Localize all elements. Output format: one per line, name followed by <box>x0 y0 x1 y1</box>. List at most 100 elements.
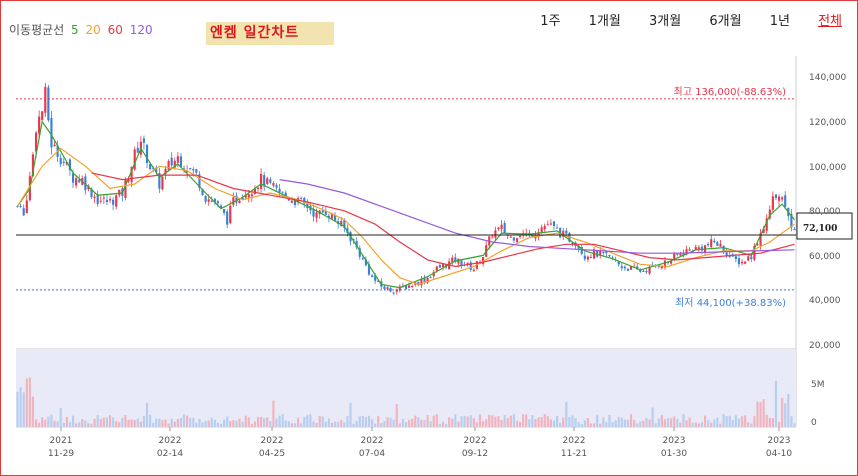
period-3m-button[interactable]: 3개월 <box>649 14 682 29</box>
volume-bar <box>28 377 31 427</box>
volume-bar <box>787 394 790 427</box>
volume-tick-label: 0 <box>811 418 817 428</box>
volume-bar <box>528 419 531 427</box>
volume-bar <box>694 422 697 427</box>
candle-body <box>41 111 44 120</box>
candle-body <box>663 260 667 268</box>
volume-bar <box>395 404 398 427</box>
volume-bar <box>623 419 626 427</box>
volume-bar <box>161 420 164 427</box>
x-tick-date: 04-10 <box>766 449 792 459</box>
candle-body <box>781 197 784 200</box>
volume-bar <box>158 418 161 427</box>
volume-bar <box>68 422 72 427</box>
volume-bar <box>358 416 361 427</box>
volume-bar <box>115 420 118 427</box>
candle-body <box>389 288 392 292</box>
volume-bar <box>275 418 278 427</box>
volume-bar <box>99 419 102 427</box>
moving-averages <box>16 120 795 289</box>
volume-bar <box>152 422 155 427</box>
volume-bar <box>401 418 404 427</box>
period-1y-button[interactable]: 1년 <box>769 14 790 29</box>
volume-bar <box>423 420 426 427</box>
volume-bar <box>25 378 28 427</box>
candle-body <box>216 201 220 204</box>
candle-body <box>697 247 700 249</box>
volume-bar <box>293 423 297 427</box>
candle-body <box>198 174 201 189</box>
current-price-label: 72,100 <box>803 224 837 234</box>
candle-body <box>195 169 198 173</box>
candle-body <box>620 266 623 269</box>
x-tick-year: 2023 <box>663 436 686 446</box>
volume-bar <box>318 415 321 427</box>
period-1m-button[interactable]: 1개월 <box>588 14 621 29</box>
candle-body <box>713 240 716 243</box>
candle-body <box>765 218 768 231</box>
candle-body <box>744 261 747 264</box>
candle-body <box>99 200 102 202</box>
volume-bar <box>580 423 583 427</box>
volume-bar <box>284 420 287 427</box>
volume-bar <box>531 415 534 427</box>
volume-bar <box>84 420 87 427</box>
volume-bar <box>324 421 327 427</box>
volume-bar <box>432 415 435 427</box>
candle-body <box>96 194 99 204</box>
volume-bar <box>139 421 142 427</box>
volume-bar <box>87 423 90 427</box>
period-6m-button[interactable]: 6개월 <box>709 14 742 29</box>
volume-bar <box>414 415 417 427</box>
ma-20-line <box>16 147 795 286</box>
candle-body <box>602 251 605 253</box>
volume-bar <box>707 420 710 427</box>
candle-body <box>629 266 633 270</box>
candle-body <box>364 259 367 266</box>
volume-bar <box>441 421 445 427</box>
volume-bar <box>364 416 367 427</box>
candle-body <box>22 208 25 216</box>
candle-body <box>84 176 87 191</box>
volume-bar <box>753 416 756 427</box>
volume-bar <box>617 416 620 427</box>
volume-bar <box>549 419 552 427</box>
volume-bar <box>790 416 793 427</box>
candle-body <box>250 194 253 197</box>
candle-body <box>367 264 371 275</box>
candle-body <box>105 199 109 202</box>
candle-body <box>260 173 263 189</box>
period-1w-button[interactable]: 1주 <box>540 14 561 29</box>
volume-bar <box>651 407 654 427</box>
volume-bar <box>56 421 59 427</box>
volume-bar <box>16 391 19 427</box>
candle-body <box>515 238 519 243</box>
volume-bar <box>377 416 380 427</box>
volume-bar <box>198 418 201 427</box>
volume-bar <box>445 423 448 427</box>
volume-bar <box>645 417 648 427</box>
price-levels: 최고 136,000(-88.63%) 최저 44,100(+38.83%) 72,… <box>16 86 853 309</box>
volume-bar <box>204 420 207 427</box>
ma-legend-label: 이동평균선 <box>9 23 65 37</box>
candle-body <box>133 149 136 170</box>
candle-body <box>719 244 722 247</box>
volume-bar <box>361 416 364 427</box>
volume-bar <box>534 419 537 427</box>
volume-bar <box>306 414 309 427</box>
candle-body <box>725 252 728 257</box>
candle-body <box>213 198 216 203</box>
candle-body <box>90 188 93 198</box>
candle-body <box>636 266 639 270</box>
candle-body <box>404 285 408 290</box>
candle-body <box>710 239 713 248</box>
candle-body <box>204 195 207 202</box>
candle-body <box>460 260 463 266</box>
axes: 140,000 120,000 100,000 80,000 60,000 40,000 2… <box>48 73 847 459</box>
candle-body <box>740 261 744 264</box>
candle-body <box>235 195 238 203</box>
candle-body <box>266 178 269 185</box>
period-all-button[interactable]: 전체 <box>818 14 842 29</box>
candle-body <box>176 156 179 163</box>
